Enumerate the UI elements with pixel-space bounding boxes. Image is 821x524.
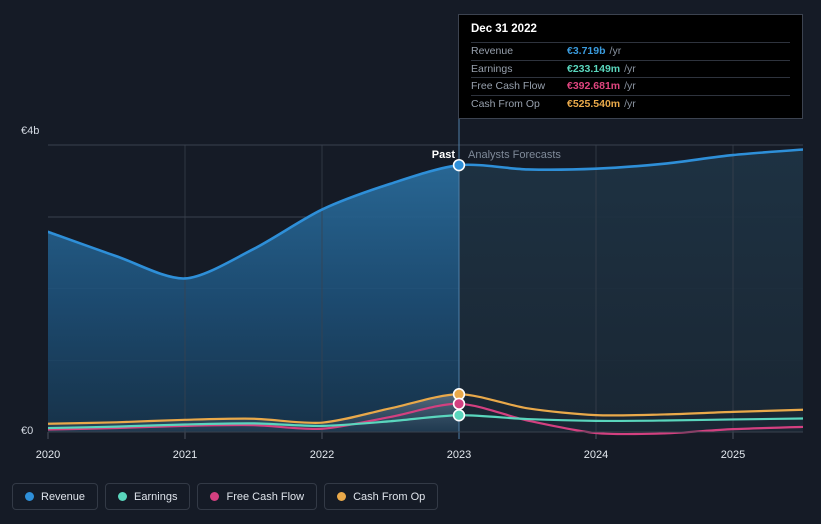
tooltip-metric-value: €525.540m bbox=[567, 97, 621, 110]
past-label: Past bbox=[431, 149, 455, 161]
tooltip-metric-value: €392.681m bbox=[567, 80, 621, 93]
tooltip-row: Earnings €233.149m/yr bbox=[471, 59, 790, 78]
tooltip-metric-name: Free Cash Flow bbox=[471, 80, 546, 93]
x-axis-label-2022: 2022 bbox=[309, 449, 335, 461]
tooltip-metric-name: Earnings bbox=[471, 62, 513, 75]
tooltip-metric-value: €233.149m bbox=[567, 62, 621, 75]
tooltip-rows: Revenue €3.719b/yr Earnings €233.149m/yr Fre… bbox=[471, 42, 790, 112]
tooltip-metric-value: €3.719b bbox=[567, 45, 606, 58]
legend-item-earnings[interactable]: Earnings bbox=[105, 483, 191, 510]
tooltip-row: Free Cash Flow €392.681m/yr bbox=[471, 77, 790, 95]
legend-label: Revenue bbox=[41, 490, 86, 503]
tooltip-metric-unit: /yr bbox=[609, 45, 622, 58]
tooltip-date: Dec 31 2022 bbox=[471, 23, 537, 35]
tooltip-metric-unit: /yr bbox=[624, 62, 636, 75]
tooltip-metric-name: Cash From Op bbox=[471, 97, 540, 110]
tooltip-row: Revenue €3.719b/yr bbox=[471, 42, 790, 60]
legend-item-free-cash-flow[interactable]: Free Cash Flow bbox=[197, 483, 318, 510]
legend-item-cash-from-op[interactable]: Cash From Op bbox=[324, 483, 439, 510]
legend-color-swatch bbox=[118, 492, 128, 501]
x-axis-label-2020: 2020 bbox=[35, 449, 61, 461]
legend-label: Free Cash Flow bbox=[226, 490, 305, 503]
chart-canvas bbox=[47, 14, 803, 439]
x-axis-label-2023: 2023 bbox=[446, 449, 472, 461]
legend-label: Earnings bbox=[134, 490, 178, 503]
legend-color-swatch bbox=[337, 492, 347, 501]
forecast-label: Analysts Forecasts bbox=[468, 149, 561, 161]
legend-label: Cash From Op bbox=[353, 490, 426, 503]
tooltip-row: Cash From Op €525.540m/yr bbox=[471, 94, 790, 113]
chart-legend[interactable]: Revenue Earnings Free Cash Flow Cash From O… bbox=[12, 483, 439, 510]
x-axis-label-2025: 2025 bbox=[720, 449, 746, 461]
chart-plot-area[interactable]: €4b €0 2020 2021 2022 2023 2024 2025 Past Ana… bbox=[0, 0, 821, 470]
tooltip-metric-unit: /yr bbox=[624, 97, 636, 110]
legend-color-swatch bbox=[210, 492, 220, 501]
legend-color-swatch bbox=[25, 492, 34, 501]
y-axis-label-bottom: €0 bbox=[21, 425, 34, 437]
tooltip-metric-name: Revenue bbox=[471, 45, 514, 58]
legend-item-revenue[interactable]: Revenue bbox=[12, 483, 99, 510]
y-axis-label-top: €4b bbox=[21, 125, 40, 137]
x-axis-label-2021: 2021 bbox=[172, 449, 198, 461]
tooltip-metric-unit: /yr bbox=[624, 80, 636, 93]
x-axis-label-2024: 2024 bbox=[583, 449, 609, 461]
data-point-tooltip: Dec 31 2022 Revenue €3.719b/yr Earnings €23… bbox=[458, 14, 803, 119]
